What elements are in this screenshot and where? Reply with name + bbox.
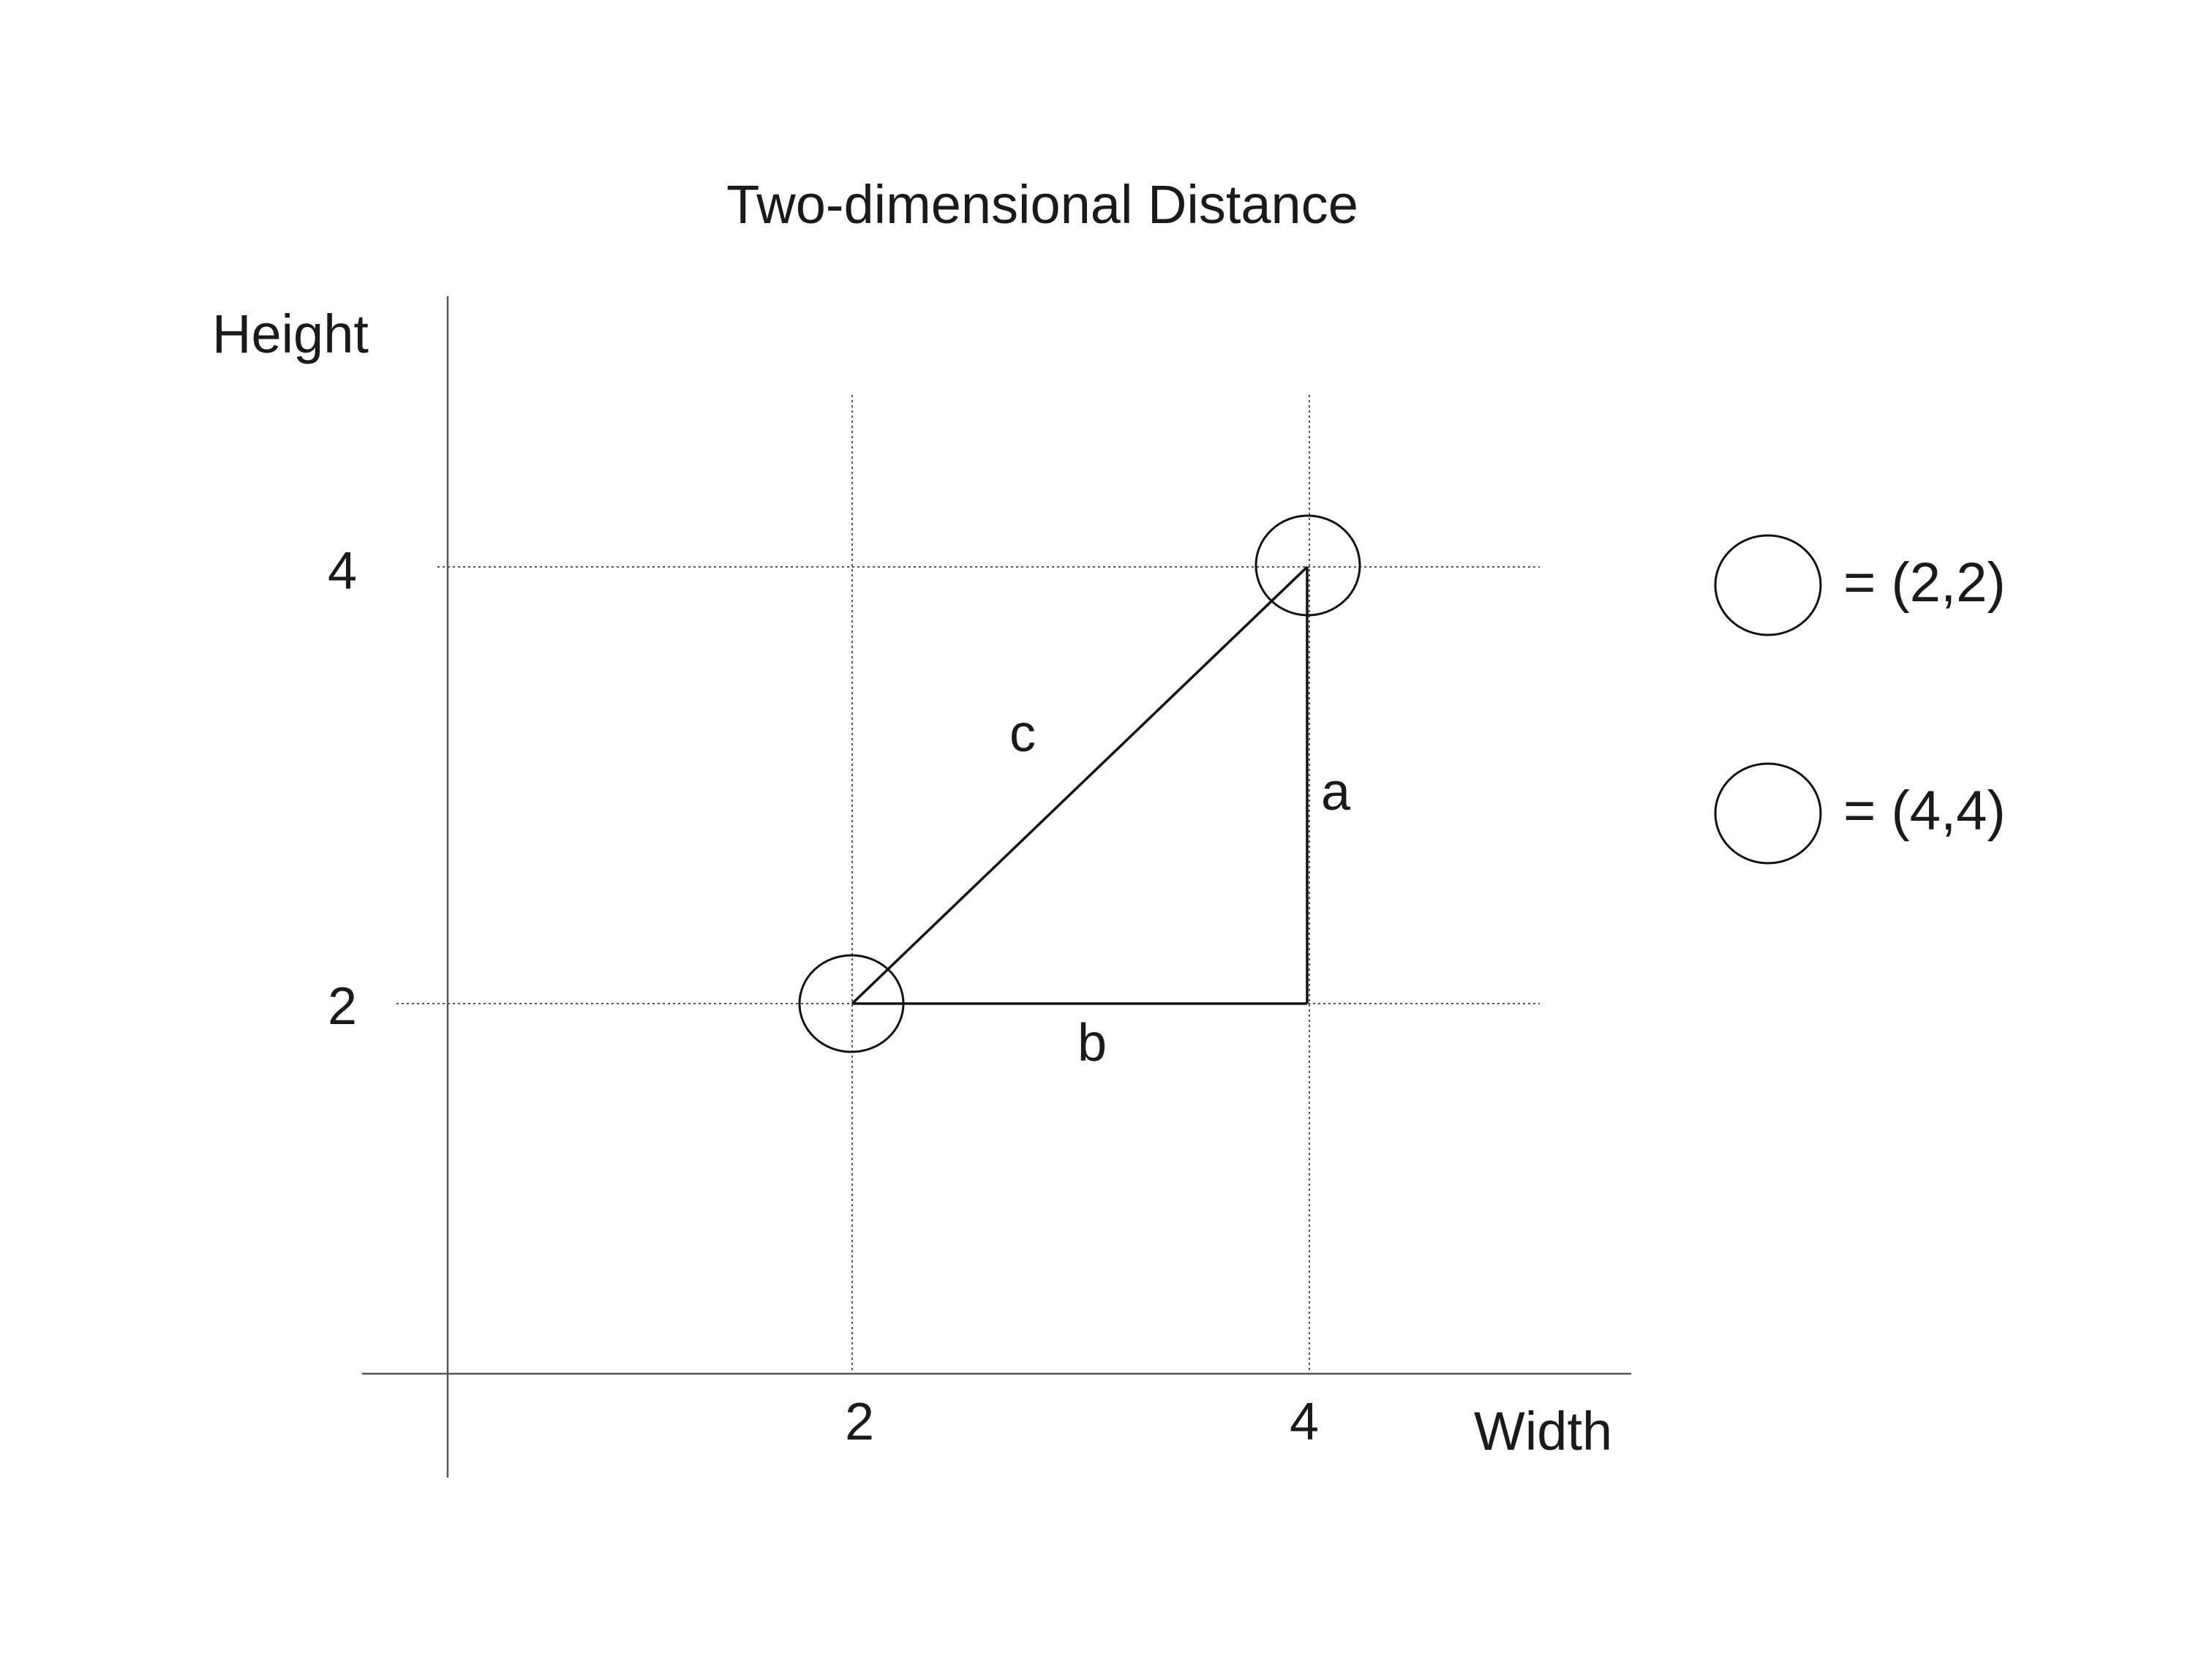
legend-item-label: = (4,4) xyxy=(1843,780,2006,842)
x-tick-label: 4 xyxy=(1290,1393,1319,1451)
vertical-leg-label: a xyxy=(1321,763,1351,821)
hypotenuse-label: c xyxy=(1009,704,1036,763)
point-marker xyxy=(1254,514,1361,617)
legend-point-marker xyxy=(1714,534,1822,636)
x-tick-label: 2 xyxy=(845,1393,874,1451)
horizontal-leg-label: b xyxy=(1077,1014,1107,1072)
legend-item-label: = (2,2) xyxy=(1843,552,2006,614)
y-tick-label: 2 xyxy=(328,977,357,1036)
point-marker xyxy=(798,954,905,1053)
y-axis-label: Height xyxy=(212,304,369,364)
x-axis-label: Width xyxy=(1474,1401,1612,1462)
hypotenuse-line xyxy=(851,565,1309,1005)
y-tick-label: 4 xyxy=(328,542,357,601)
legend-point-marker xyxy=(1714,762,1822,865)
diagram-title: Two-dimensional Distance xyxy=(726,174,1358,235)
legend: = (2,2) = (4,4) xyxy=(1714,534,2006,865)
